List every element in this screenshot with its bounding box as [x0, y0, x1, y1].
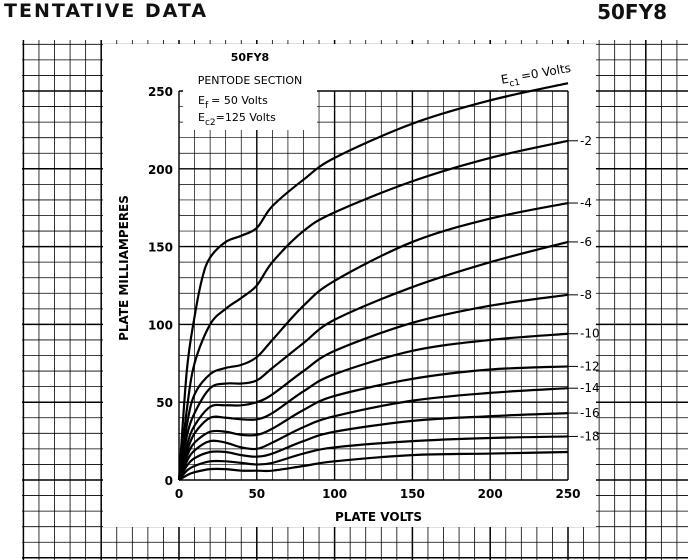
- plot-panel: [103, 44, 596, 527]
- x-tick-label: 100: [322, 487, 347, 501]
- x-tick-label: 250: [555, 487, 580, 501]
- curve-ec1-0: [177, 82, 569, 481]
- curve-label: -2: [580, 134, 592, 148]
- y-axis-label: PLATE MILLIAMPERES: [117, 195, 131, 341]
- axes: 0 50 100 150 200 250 0 50 100 150 200 250: [148, 85, 581, 501]
- y-tick-label: 0: [165, 474, 173, 488]
- page-title: TENTATIVE DATA: [4, 0, 209, 22]
- curve-ec1--2: [177, 139, 569, 481]
- curve-label: -14: [580, 381, 600, 395]
- curve-ec1--12: [177, 365, 569, 481]
- top-label-box: Ec1=0 Volts: [494, 49, 598, 91]
- y-tick-label: 100: [148, 318, 173, 332]
- x-tick-label: 50: [248, 487, 265, 501]
- y-tick-label: 250: [148, 85, 173, 99]
- curve-label: -8: [580, 288, 592, 302]
- curve-labels: -2 -4 -6 -8 -10 -12 -14 -16 -18: [568, 134, 600, 443]
- curves: [177, 82, 569, 481]
- curve-label: -12: [580, 359, 600, 373]
- curve-ec1-unlabeled: [178, 450, 569, 481]
- legend-ec2-label: Ec2=125 Volts: [198, 111, 276, 128]
- x-tick-label: 200: [478, 487, 503, 501]
- curve-ec1--18: [178, 435, 569, 481]
- curve-label: -6: [580, 235, 592, 249]
- curve-label: -18: [580, 429, 600, 443]
- curve-label: -4: [580, 196, 592, 210]
- curve-ec1--16: [178, 411, 569, 481]
- legend-ef-label: Ef = 50 Volts: [198, 94, 268, 111]
- y-tick-label: 200: [148, 163, 173, 177]
- tube-type-title: 50FY8: [597, 0, 667, 24]
- curve-ec1--14: [177, 387, 569, 481]
- x-tick-label: 0: [175, 487, 183, 501]
- curve-ec1--6: [177, 240, 569, 481]
- y-tick-label: 150: [148, 241, 173, 255]
- x-axis-label: PLATE VOLTS: [335, 510, 422, 524]
- curve-ec1--4: [177, 201, 569, 481]
- curve-label: -10: [580, 327, 600, 341]
- curve-label: -16: [580, 406, 600, 420]
- y-tick-label: 50: [156, 396, 173, 410]
- legend-section-label: PENTODE SECTION: [198, 74, 303, 87]
- x-tick-label: 150: [400, 487, 425, 501]
- curve-ec1--10: [177, 332, 569, 481]
- curve-ec1--8: [177, 293, 569, 481]
- legend-background: [183, 44, 317, 130]
- legend-tube-label: 50FY8: [231, 51, 269, 64]
- legend-box: 50FY8 PENTODE SECTION Ef = 50 Volts Ec2=1…: [183, 44, 317, 130]
- top-label-background: [494, 49, 598, 91]
